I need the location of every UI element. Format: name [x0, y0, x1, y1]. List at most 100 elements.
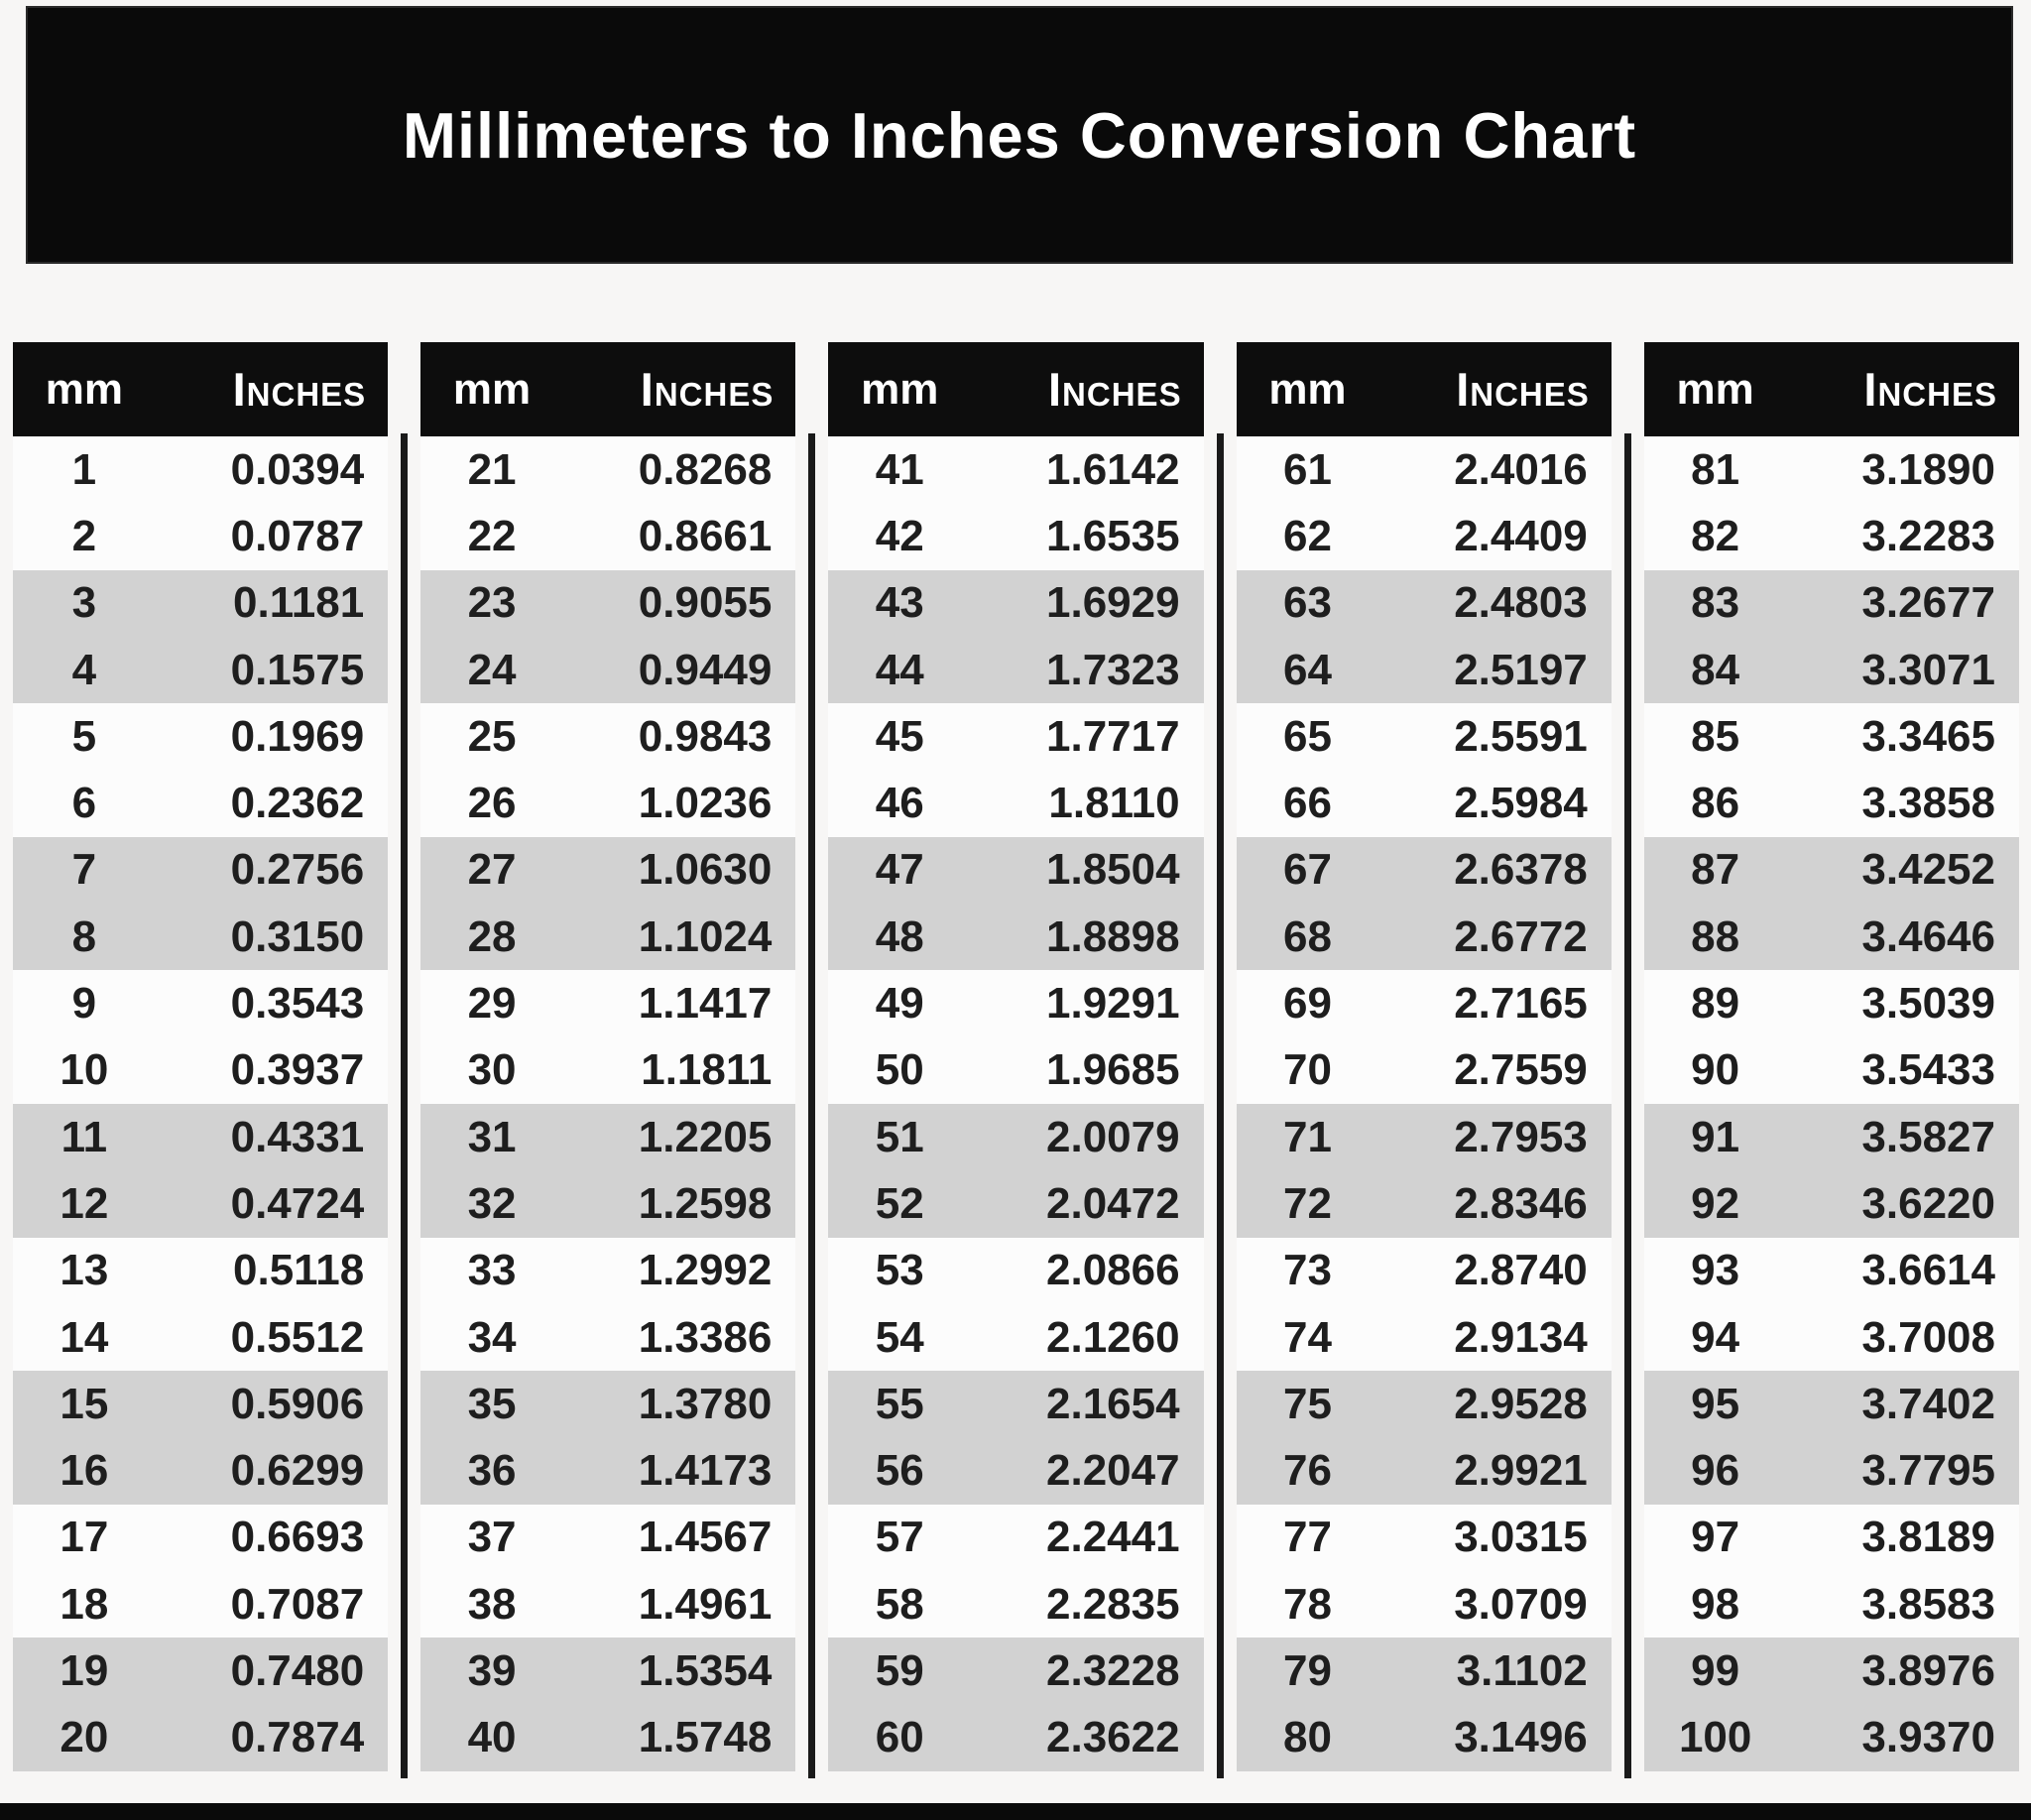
table-row: 41 1.6142	[828, 436, 1204, 504]
inches-value: 3.3465	[1861, 711, 1995, 761]
table-row: 47 1.8504	[828, 836, 1204, 905]
inches-value: 2.9921	[1454, 1446, 1588, 1496]
table-row: 35 1.3780	[420, 1371, 796, 1438]
table-row: 36 1.4173	[420, 1437, 796, 1505]
mm-value: 85	[1691, 711, 1740, 761]
inches-value: 3.6220	[1861, 1178, 1995, 1228]
mm-value: 94	[1691, 1312, 1740, 1362]
mm-value: 52	[875, 1178, 924, 1228]
mm-value: 47	[875, 845, 924, 895]
mm-value: 79	[1282, 1645, 1332, 1695]
table-row: 43 1.6929	[828, 569, 1204, 637]
table-row: 46 1.8110	[828, 770, 1204, 837]
inches-value: 1.8110	[1048, 779, 1180, 828]
table-row: 10 0.3937	[13, 1036, 389, 1104]
inches-value: 2.0472	[1046, 1178, 1180, 1228]
inches-header-label: Inches	[1456, 363, 1590, 416]
inches-value: 2.4803	[1454, 578, 1588, 628]
table-row: 57 2.2441	[828, 1504, 1204, 1572]
mm-value: 80	[1282, 1713, 1332, 1762]
table-row: 50 1.9685	[828, 1036, 1204, 1104]
mm-value: 78	[1282, 1579, 1332, 1629]
table-row: 32 1.2598	[420, 1170, 796, 1238]
table-row: 22 0.8661	[420, 503, 796, 570]
inches-value: 3.2283	[1861, 511, 1995, 560]
table-row: 75 2.9528	[1236, 1371, 1612, 1438]
inches-value: 3.3071	[1861, 645, 1995, 694]
inches-value: 0.3543	[230, 979, 365, 1029]
inches-value: 0.9449	[638, 645, 773, 694]
column-separator	[808, 433, 815, 1778]
inches-value: 2.5197	[1454, 645, 1588, 694]
mm-value: 100	[1678, 1713, 1752, 1762]
inches-value: 1.2992	[638, 1246, 773, 1295]
mm-value: 95	[1691, 1379, 1740, 1428]
bottom-bar	[0, 1803, 2031, 1820]
mm-value: 63	[1282, 578, 1332, 628]
inches-value: 3.7008	[1861, 1312, 1995, 1362]
mm-value: 59	[875, 1645, 924, 1695]
table-row: 31 1.2205	[420, 1103, 796, 1171]
mm-value: 48	[875, 911, 924, 961]
inches-value: 1.1811	[641, 1045, 773, 1095]
mm-value: 70	[1282, 1045, 1332, 1095]
mm-value: 67	[1282, 845, 1332, 895]
inches-value: 1.3780	[638, 1379, 773, 1428]
table-row: 7 0.2756	[13, 836, 389, 905]
mm-value: 38	[467, 1579, 517, 1629]
table-row: 12 0.4724	[13, 1170, 389, 1238]
inches-value: 2.6772	[1454, 911, 1588, 961]
inches-value: 1.8504	[1046, 845, 1180, 895]
inches-value: 3.2677	[1861, 578, 1995, 628]
table-row: 94 3.7008	[1643, 1303, 2019, 1372]
inches-value: 0.7480	[230, 1645, 365, 1695]
inches-value: 1.2598	[638, 1178, 773, 1228]
table-row: 38 1.4961	[420, 1571, 796, 1638]
inches-value: 0.2362	[230, 779, 365, 828]
title-banner: Millimeters to Inches Conversion Chart	[26, 6, 2013, 264]
inches-value: 3.1496	[1454, 1713, 1588, 1762]
mm-value: 62	[1282, 511, 1332, 560]
mm-value: 32	[467, 1178, 517, 1228]
table-row: 3 0.1181	[13, 569, 389, 637]
table-row: 42 1.6535	[828, 503, 1204, 570]
mm-value: 98	[1691, 1579, 1740, 1629]
inches-value: 1.6142	[1046, 444, 1180, 494]
table-row: 60 2.3622	[828, 1704, 1204, 1771]
mm-value: 45	[875, 711, 924, 761]
column-separator	[401, 433, 408, 1778]
table-row: 69 2.7165	[1236, 970, 1612, 1037]
mm-value: 74	[1282, 1312, 1332, 1362]
table-row: 39 1.5354	[420, 1638, 796, 1705]
inches-value: 0.3937	[230, 1045, 365, 1095]
table-row: 89 3.5039	[1643, 970, 2019, 1037]
inches-value: 2.0079	[1046, 1112, 1180, 1161]
table-row: 23 0.9055	[420, 569, 796, 637]
table-row: 8 0.3150	[13, 904, 389, 971]
table-row: 80 3.1496	[1236, 1704, 1612, 1771]
table-row: 2 0.0787	[13, 503, 389, 570]
inches-value: 3.1890	[1861, 444, 1995, 494]
table-row: 20 0.7874	[13, 1704, 389, 1771]
inches-value: 2.5984	[1454, 779, 1588, 828]
mm-header-label: mm	[1676, 364, 1754, 414]
inches-value: 2.8740	[1454, 1246, 1588, 1295]
inches-value: 0.4331	[230, 1112, 365, 1161]
table-row: 45 1.7717	[828, 703, 1204, 771]
table-row: 63 2.4803	[1236, 569, 1612, 637]
mm-value: 18	[60, 1579, 109, 1629]
mm-value: 23	[467, 578, 517, 628]
table-row: 44 1.7323	[828, 636, 1204, 704]
mm-value: 89	[1691, 979, 1740, 1029]
mm-value: 73	[1282, 1246, 1332, 1295]
table-row: 37 1.4567	[420, 1504, 796, 1572]
mm-value: 16	[60, 1446, 109, 1496]
table-row: 25 0.9843	[420, 703, 796, 771]
inches-value: 1.7323	[1046, 645, 1180, 694]
mm-value: 9	[71, 979, 97, 1029]
column-header: mm Inches	[1643, 342, 2019, 436]
mm-value: 19	[60, 1645, 109, 1695]
inches-value: 0.2756	[230, 845, 365, 895]
table-row: 21 0.8268	[420, 436, 796, 504]
table-row: 77 3.0315	[1236, 1504, 1612, 1572]
